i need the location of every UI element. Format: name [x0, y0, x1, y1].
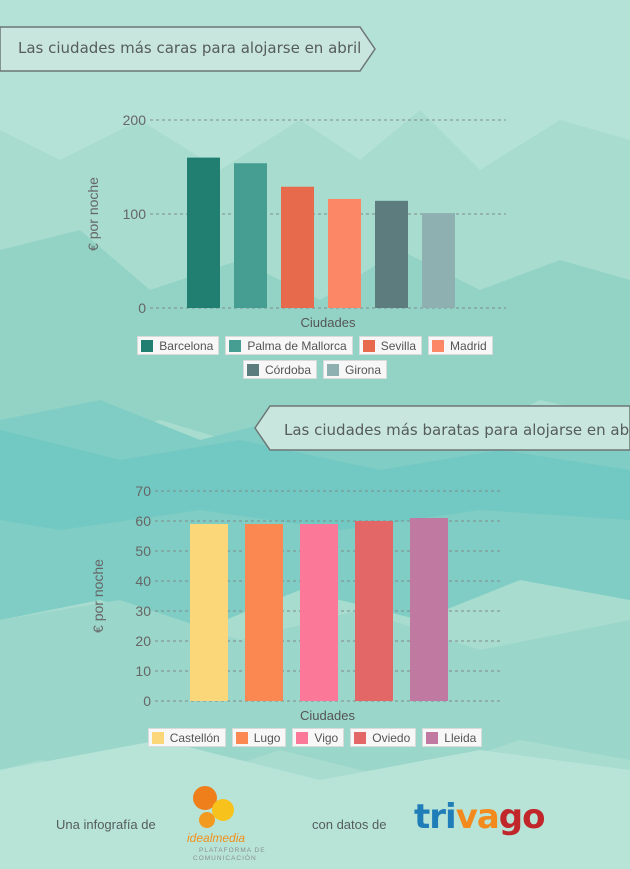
- banner-cheap-title: Las ciudades más baratas para alojarse e…: [284, 421, 630, 439]
- banner-cheap: Las ciudades más baratas para alojarse e…: [250, 405, 630, 451]
- trivago-part-2: va: [455, 797, 500, 837]
- bar-barcelona: [187, 157, 220, 308]
- bar-palma-de-mallorca: [234, 163, 267, 308]
- legend-label: Madrid: [450, 338, 487, 353]
- y-tick-label: 40: [135, 573, 151, 589]
- bar-córdoba: [375, 200, 408, 308]
- legend-swatch: [362, 339, 375, 352]
- footer-mid-text: con datos de: [312, 817, 387, 832]
- legend-label: Oviedo: [372, 730, 411, 745]
- legend-item: Madrid: [428, 336, 493, 355]
- y-tick-label: 200: [123, 112, 147, 128]
- legend-label: Sevilla: [380, 338, 417, 353]
- y-tick-label: 30: [135, 603, 151, 619]
- legend-row: Castellón Lugo Vigo Oviedo Lleida: [0, 728, 630, 747]
- legend-swatch: [327, 363, 339, 376]
- legend-item: Vigo: [292, 728, 345, 747]
- legend-item: Sevilla: [358, 336, 423, 355]
- legend-item: Palma de Mallorca: [225, 336, 353, 355]
- idealmedia-tagline-1: PLATAFORMA DE: [199, 847, 266, 854]
- bar-sevilla: [281, 186, 314, 308]
- y-tick-label: 0: [138, 300, 146, 316]
- y-tick-label: 60: [135, 513, 151, 529]
- legend-swatch: [141, 339, 154, 352]
- legend-label: Barcelona: [159, 338, 214, 353]
- bar-lugo: [245, 524, 283, 701]
- chart-expensive: 0 100 200 € por noche Ciudades: [85, 112, 506, 330]
- y-axis-label: € por noche: [90, 559, 106, 633]
- legend-swatch: [235, 731, 248, 744]
- legend-cheap: Castellón Lugo Vigo Oviedo Lleida: [0, 728, 630, 752]
- legend-item: Barcelona: [137, 336, 220, 355]
- bar-vigo: [300, 524, 338, 701]
- y-axis-label: € por noche: [85, 177, 101, 251]
- y-tick-label: 20: [135, 633, 151, 649]
- legend-item: Lleida: [422, 728, 483, 747]
- banner-cheap-shape: [254, 405, 630, 451]
- legend-item: Castellón: [147, 728, 226, 747]
- trivago-part-1: tri: [414, 797, 457, 837]
- bar-madrid: [328, 198, 361, 308]
- legend-item: Girona: [323, 360, 388, 379]
- legend-label: Girona: [345, 362, 382, 377]
- bar-lleida: [410, 518, 448, 701]
- banner-expensive-shape: [0, 26, 376, 72]
- y-tick-label: 50: [135, 543, 151, 559]
- legend-item: Córdoba: [242, 360, 317, 379]
- x-axis-label: Ciudades: [301, 315, 356, 330]
- legend-label: Córdoba: [264, 362, 311, 377]
- legend-label: Vigo: [314, 730, 339, 745]
- footer-left-text: Una infografía de: [56, 817, 156, 832]
- legend-swatch: [151, 731, 164, 744]
- banner-expensive-title: Las ciudades más caras para alojarse en …: [18, 39, 362, 57]
- legend-item: Oviedo: [350, 728, 417, 747]
- legend-label: Palma de Mallorca: [247, 338, 347, 353]
- bar-oviedo: [355, 521, 393, 701]
- legend-label: Castellón: [169, 730, 220, 745]
- legend-swatch: [354, 731, 367, 744]
- bar-castellón: [190, 524, 228, 701]
- idealmedia-name: idealmedia: [187, 831, 245, 845]
- y-tick-label: 10: [135, 663, 151, 679]
- legend-row: Barcelona Palma de Mallorca Sevilla Madrid: [0, 336, 630, 355]
- y-tick-label: 100: [123, 206, 147, 222]
- chart-cheap: 0 10 20 30 40 50 60 70 € por noche Ciudades: [90, 483, 500, 723]
- y-tick-label: 0: [143, 693, 151, 709]
- idealmedia-tagline-2: COMUNICACIÓN: [193, 853, 257, 862]
- trivago-logo: trivago: [414, 800, 545, 834]
- legend-swatch: [296, 731, 309, 744]
- legend-label: Lugo: [253, 730, 281, 745]
- idealmedia-logo: idealmedia PLATAFORMA DE COMUNICACIÓN: [187, 786, 266, 862]
- x-axis-label: Ciudades: [300, 708, 355, 723]
- legend-row: Córdoba Girona: [0, 360, 630, 379]
- legend-swatch: [432, 339, 445, 352]
- legend-item: Lugo: [231, 728, 287, 747]
- banner-expensive: Las ciudades más caras para alojarse en …: [0, 26, 380, 72]
- legend-expensive: Barcelona Palma de Mallorca Sevilla Madrid C…: [0, 336, 630, 384]
- bar-girona: [422, 213, 455, 308]
- y-tick-label: 70: [135, 483, 151, 499]
- trivago-part-3: go: [498, 797, 546, 837]
- legend-label: Lleida: [444, 730, 477, 745]
- legend-swatch: [426, 731, 439, 744]
- legend-swatch: [246, 363, 259, 376]
- legend-swatch: [229, 339, 242, 352]
